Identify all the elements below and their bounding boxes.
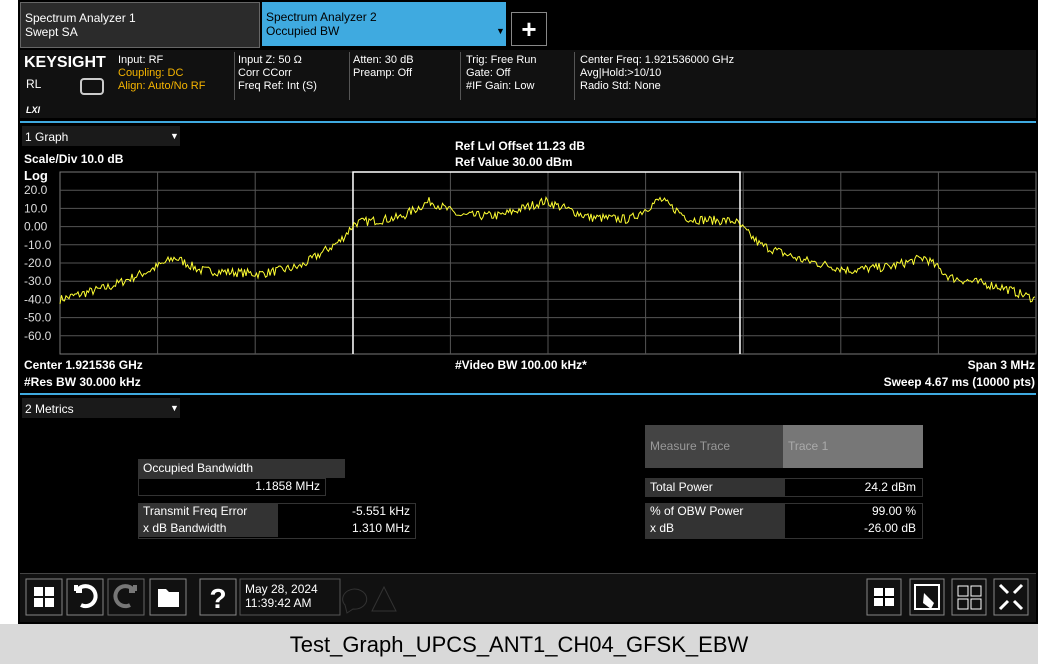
y-label: -40.0 (24, 292, 52, 306)
info-line: Center Freq: 1.921536000 GHz (580, 54, 735, 66)
info-bar: KEYSIGHT RL LXI Input: RF Coupling: DC A… (20, 50, 1036, 118)
occupied-bw-header (138, 459, 345, 478)
label: Measure Trace (650, 439, 731, 453)
info-line: #IF Gain: Low (466, 80, 535, 92)
window-label: 1 Graph (25, 130, 69, 144)
y-label: -60.0 (24, 329, 52, 343)
info-line: Align: Auto/No RF (118, 80, 206, 92)
y-label: 20.0 (24, 183, 48, 197)
label: Total Power (650, 480, 713, 494)
video-bw: #Video BW 100.00 kHz* (455, 358, 587, 372)
divider (234, 52, 235, 100)
ref-offset: Ref Lvl Offset 11.23 dB (455, 139, 585, 153)
divider (349, 52, 350, 100)
time: 11:39:42 AM (245, 596, 312, 610)
span: Span 3 MHz (968, 358, 1035, 372)
value: -26.00 dB (863, 521, 916, 535)
faded-icons (342, 585, 397, 614)
fullscreen-button[interactable] (993, 578, 1029, 616)
ref-value: Ref Value 30.00 dBm (455, 155, 572, 169)
windows-button[interactable] (25, 578, 63, 616)
label: Occupied Bandwidth (143, 461, 254, 475)
occupied-bw-value-box (138, 478, 326, 496)
divider (460, 52, 461, 100)
info-line: Preamp: Off (353, 67, 413, 79)
lxi: LXI (26, 105, 41, 115)
info-line: Trig: Free Run (466, 54, 537, 66)
value: -5.551 kHz (351, 504, 410, 518)
trace (59, 195, 1036, 304)
dropdown-arrow: ▼ (170, 403, 179, 413)
value: 1.1858 MHz (255, 479, 320, 493)
tab-1[interactable]: Spectrum Analyzer 1 Swept SA (20, 2, 260, 48)
info-line: Corr CCorr (238, 67, 292, 79)
tab-2[interactable]: Spectrum Analyzer 2 Occupied BW ▼ (262, 2, 506, 46)
dropdown-arrow: ▼ (170, 131, 179, 141)
center-freq: Center 1.921536 GHz (24, 358, 143, 372)
file-button[interactable] (149, 578, 187, 616)
svg-text:?: ? (209, 583, 226, 614)
table-label-bg (138, 503, 278, 537)
y-label: -50.0 (24, 311, 52, 325)
tab-title: Spectrum Analyzer 1 (25, 11, 136, 25)
info-line: Input: RF (118, 54, 164, 66)
touch-button[interactable] (909, 578, 945, 616)
tab-subtitle: Swept SA (25, 25, 78, 39)
value: 1.310 MHz (351, 521, 410, 535)
y-label: 0.00 (24, 220, 48, 234)
grid-button[interactable] (951, 578, 987, 616)
table-label-bg (645, 503, 785, 539)
graph: Scale/Div 10.0 dB Log Ref Lvl Offset 11.… (24, 139, 1037, 389)
info-line: Coupling: DC (118, 67, 184, 79)
value: 24.2 dBm (864, 480, 916, 494)
date: May 28, 2024 (245, 582, 318, 596)
info-line: Avg|Hold:>10/10 (580, 67, 662, 79)
info-line: Input Z: 50 Ω (238, 54, 302, 66)
caption-bar (0, 624, 1038, 664)
clock-box (239, 578, 341, 616)
info-line: Atten: 30 dB (353, 54, 414, 66)
toolbar-icons: ? May 28, 2024 11:39:42 AM (25, 578, 1029, 616)
info-line: Freq Ref: Int (S) (238, 80, 317, 92)
help-button[interactable]: ? (199, 578, 237, 616)
dropdown-arrow: ▼ (496, 26, 505, 36)
info-line: Gate: Off (466, 67, 511, 79)
rl: RL (26, 77, 42, 91)
caption: Test_Graph_UPCS_ANT1_CH04_GFSK_EBW (289, 632, 749, 657)
tab-title: Spectrum Analyzer 2 (266, 10, 377, 24)
y-label: -30.0 (24, 274, 52, 288)
info-line: Radio Std: None (580, 80, 661, 92)
total-power-label-bg (645, 478, 785, 497)
res-bw: #Res BW 30.000 kHz (24, 375, 141, 389)
obw-marker (352, 171, 741, 354)
label: x dB Bandwidth (143, 521, 227, 535)
sweep: Sweep 4.67 ms (10000 pts) (884, 375, 1035, 389)
y-label: -10.0 (24, 238, 52, 252)
undo-button[interactable] (66, 578, 104, 616)
y-label: -20.0 (24, 256, 52, 270)
label: x dB (650, 521, 675, 535)
graph-window-select[interactable]: 1 Graph ▼ (22, 126, 180, 146)
add-tab-button[interactable]: + (511, 12, 547, 46)
brand: KEYSIGHT (24, 54, 106, 71)
redo-button[interactable] (107, 578, 145, 616)
value: 99.00 % (871, 504, 916, 518)
log-label: Log (24, 168, 48, 183)
scale-div: Scale/Div 10.0 dB (24, 152, 124, 166)
icon (80, 78, 104, 95)
label: % of OBW Power (650, 504, 744, 518)
y-label: 10.0 (24, 201, 48, 215)
divider (574, 52, 575, 100)
measure-trace-value-bg (783, 425, 923, 468)
label: Transmit Freq Error (143, 504, 248, 518)
value: Trace 1 (788, 439, 829, 453)
metrics-window-select[interactable]: 2 Metrics ▼ (22, 398, 180, 418)
layout-button[interactable] (866, 578, 902, 616)
tab-subtitle: Occupied BW (266, 24, 340, 38)
graph-pane (20, 121, 1036, 395)
window-label: 2 Metrics (25, 402, 74, 416)
